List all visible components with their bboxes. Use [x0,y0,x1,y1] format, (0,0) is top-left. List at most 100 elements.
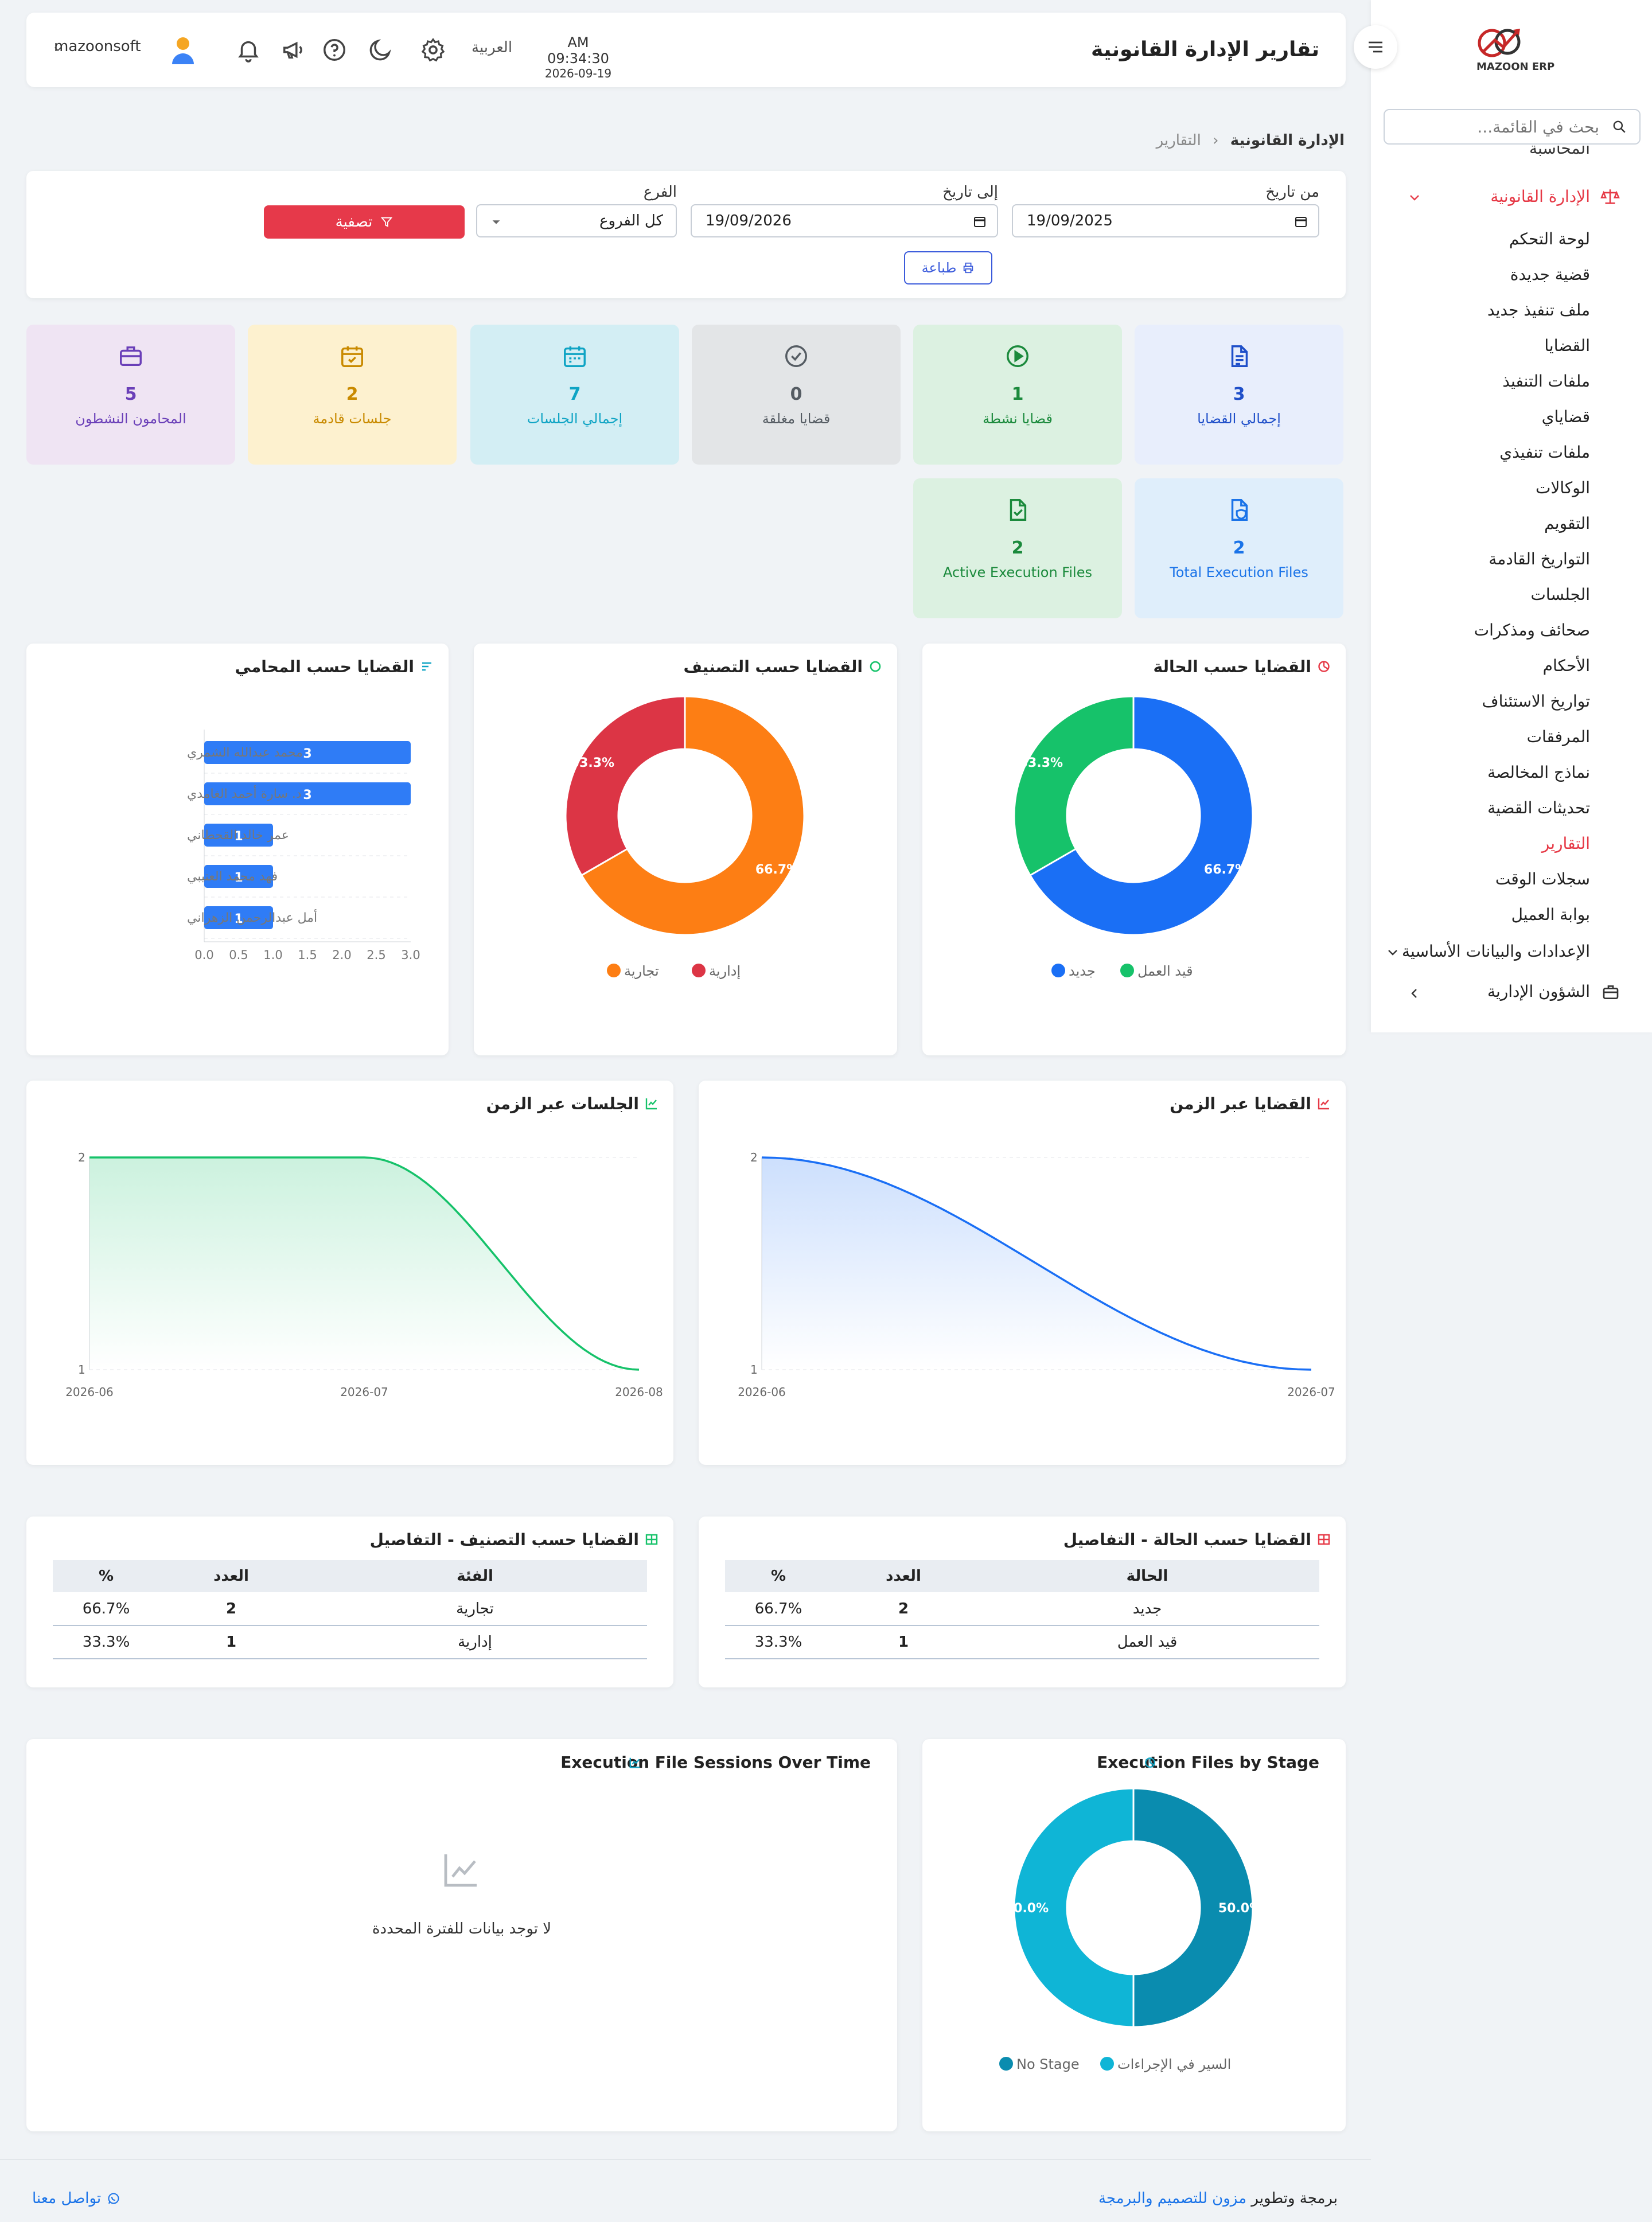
sidebar: MAZOON ERP المحاسبة الإدارة القانونية لو… [1371,0,1652,1032]
stat-card: 7 إجمالي الجلسات [470,325,679,465]
sidebar-item[interactable]: ملف تنفيذ جديد [1487,301,1590,319]
calendar-check-icon [341,346,363,367]
sidebar-item-label: المحاسبة [1529,146,1590,158]
chevron-down-icon [1388,950,1397,956]
clock-date: 2026-09-19 [544,67,612,80]
sidebar-item[interactable]: المرفقات [1526,727,1590,746]
sidebar-item[interactable]: التقويم [1544,514,1590,533]
stat-value: 2 [1233,538,1245,558]
menu-toggle-button[interactable] [1354,25,1397,69]
sidebar-item[interactable]: سجلات الوقت [1495,870,1590,888]
donut-slice[interactable] [1013,695,1135,877]
bar[interactable] [204,906,273,929]
chevron-down-icon [54,47,61,52]
sidebar-item[interactable]: ملفات التنفيذ [1502,372,1590,391]
check-circle-icon [785,345,807,367]
chevron-left-icon [1411,989,1417,998]
sidebar-item[interactable]: التقارير [1541,834,1590,853]
from-date-input[interactable]: 19/09/2025 [1012,204,1319,237]
bar[interactable] [204,824,273,847]
bar[interactable] [204,782,411,805]
series-line[interactable] [89,1156,640,1371]
bar[interactable] [204,741,411,764]
chart-card-lawyer: القضايا حسب المحامي 3 محمد عبدالله الشمري… [26,644,449,1055]
table-row: جديد 2 66.7% [725,1592,1319,1626]
from-date-value: 19/09/2025 [1027,212,1113,229]
table-cell: 33.3% [53,1625,159,1659]
table-title: القضايا حسب التصنيف - التفاصيل [369,1530,639,1549]
sidebar-search-input[interactable] [1396,110,1599,143]
donut-slice[interactable] [1132,1787,1254,2028]
sidebar-section-settings[interactable]: الإعدادات والبيانات الأساسية [1371,940,1652,968]
table-icon [645,1534,658,1545]
sidebar-item[interactable]: قضاياي [1541,407,1590,426]
avatar[interactable] [169,34,197,65]
megaphone-icon[interactable] [281,37,307,63]
sidebar-item[interactable]: الجلسات [1530,585,1590,604]
contact-link[interactable]: تواصل معنا [32,2190,120,2207]
gear-icon[interactable] [420,37,446,63]
sidebar-item[interactable]: صحائف ومذكرات [1474,621,1590,640]
status-donut-chart: 66.7% 33.3% جديد قيد العمل [1013,695,1254,979]
stat-label: Total Execution Files [1170,564,1308,580]
donut-slice[interactable] [1013,1787,1135,2028]
table-cell: 1 [159,1625,303,1659]
sidebar-item[interactable]: بوابة العميل [1511,905,1590,924]
area-fill [89,1157,639,1370]
sidebar-section-legal[interactable]: الإدارة القانونية [1371,182,1652,215]
sidebar-item[interactable]: نماذج المخالصة [1487,763,1590,782]
sidebar-item[interactable]: الوكالات [1536,478,1590,497]
column-header: % [53,1560,159,1592]
line-chart-icon [645,1098,657,1110]
stat-label: جلسات قادمة [313,411,392,427]
sidebar-item[interactable]: التواريخ القادمة [1489,549,1590,568]
chart-card-status: القضايا حسب الحالة 66.7% 33.3% جديد قيد الع… [922,644,1346,1055]
stat-card: 5 المحامون النشطون [26,325,235,465]
stat-label: إجمالي القضايا [1197,411,1281,427]
x-tick-label: 2026-07 [340,1385,388,1399]
breadcrumb-parent[interactable]: الإدارة القانونية [1230,132,1345,149]
table-cell: 66.7% [53,1592,159,1626]
user-menu[interactable]: mazoonsoft [54,38,141,55]
moon-icon[interactable] [367,37,393,63]
footer-credit-link[interactable]: مزون للتصميم والبرمجة [1098,2190,1247,2207]
stat-label: المحامون النشطون [75,411,186,427]
file-check-icon [1010,499,1027,521]
breadcrumb: الإدارة القانونية ‹ التقارير [1156,132,1345,149]
category-details-card: القضايا حسب التصنيف - التفاصيل الفئة الع… [26,1517,673,1687]
filter-button[interactable]: تصفية [264,205,465,239]
series-line[interactable] [761,1156,1312,1371]
stat-value: 1 [1011,384,1024,404]
legend-label: تجارية [624,963,659,979]
slice-percent-label: 50.0% [1005,1901,1049,1916]
donut-slice[interactable] [564,695,686,877]
x-tick-label: 1.0 [263,948,282,962]
sidebar-item[interactable]: الأحكام [1542,656,1590,675]
calendar-icon [564,346,586,367]
sidebar-section-admin[interactable]: الشؤون الإدارية [1371,979,1652,1008]
sidebar-item[interactable]: ملفات تنفيذي [1499,443,1590,462]
bar[interactable] [204,865,273,888]
stat-value: 5 [124,384,137,404]
top-header: تقارير الإدارة القانونية AM 09:34:30 202… [26,13,1346,87]
sidebar-item-accounting[interactable]: المحاسبة [1529,146,1590,158]
bell-icon[interactable] [235,37,262,63]
help-icon[interactable] [321,37,348,63]
sidebar-item[interactable]: قضية جديدة [1510,265,1590,284]
sidebar-item[interactable]: تحديثات القضية [1487,798,1590,817]
donut-slice[interactable] [580,695,805,936]
briefcase-icon [120,346,142,367]
branch-select[interactable]: كل الفروع [476,204,677,237]
sidebar-item[interactable]: لوحة التحكم [1509,229,1590,248]
sidebar-item[interactable]: تواريخ الاستئناف [1482,692,1590,711]
chart-card-exec-sessions: Execution File Sessions Over Time لا توج… [26,1739,897,2131]
bar-value-label: 3 [303,747,311,761]
sidebar-item[interactable]: القضايا [1544,336,1590,355]
slice-percent-label: 50.0% [1218,1901,1262,1916]
to-date-input[interactable]: 19/09/2026 [691,204,998,237]
language-switch[interactable]: العربية [472,39,513,56]
donut-slice[interactable] [1028,695,1254,936]
breadcrumb-separator: ‹ [1213,132,1219,149]
chart-card-exec-stage: Execution Files by Stage 50.0% 50.0% No St… [922,1739,1346,2131]
print-button[interactable]: طباعة [904,251,992,284]
